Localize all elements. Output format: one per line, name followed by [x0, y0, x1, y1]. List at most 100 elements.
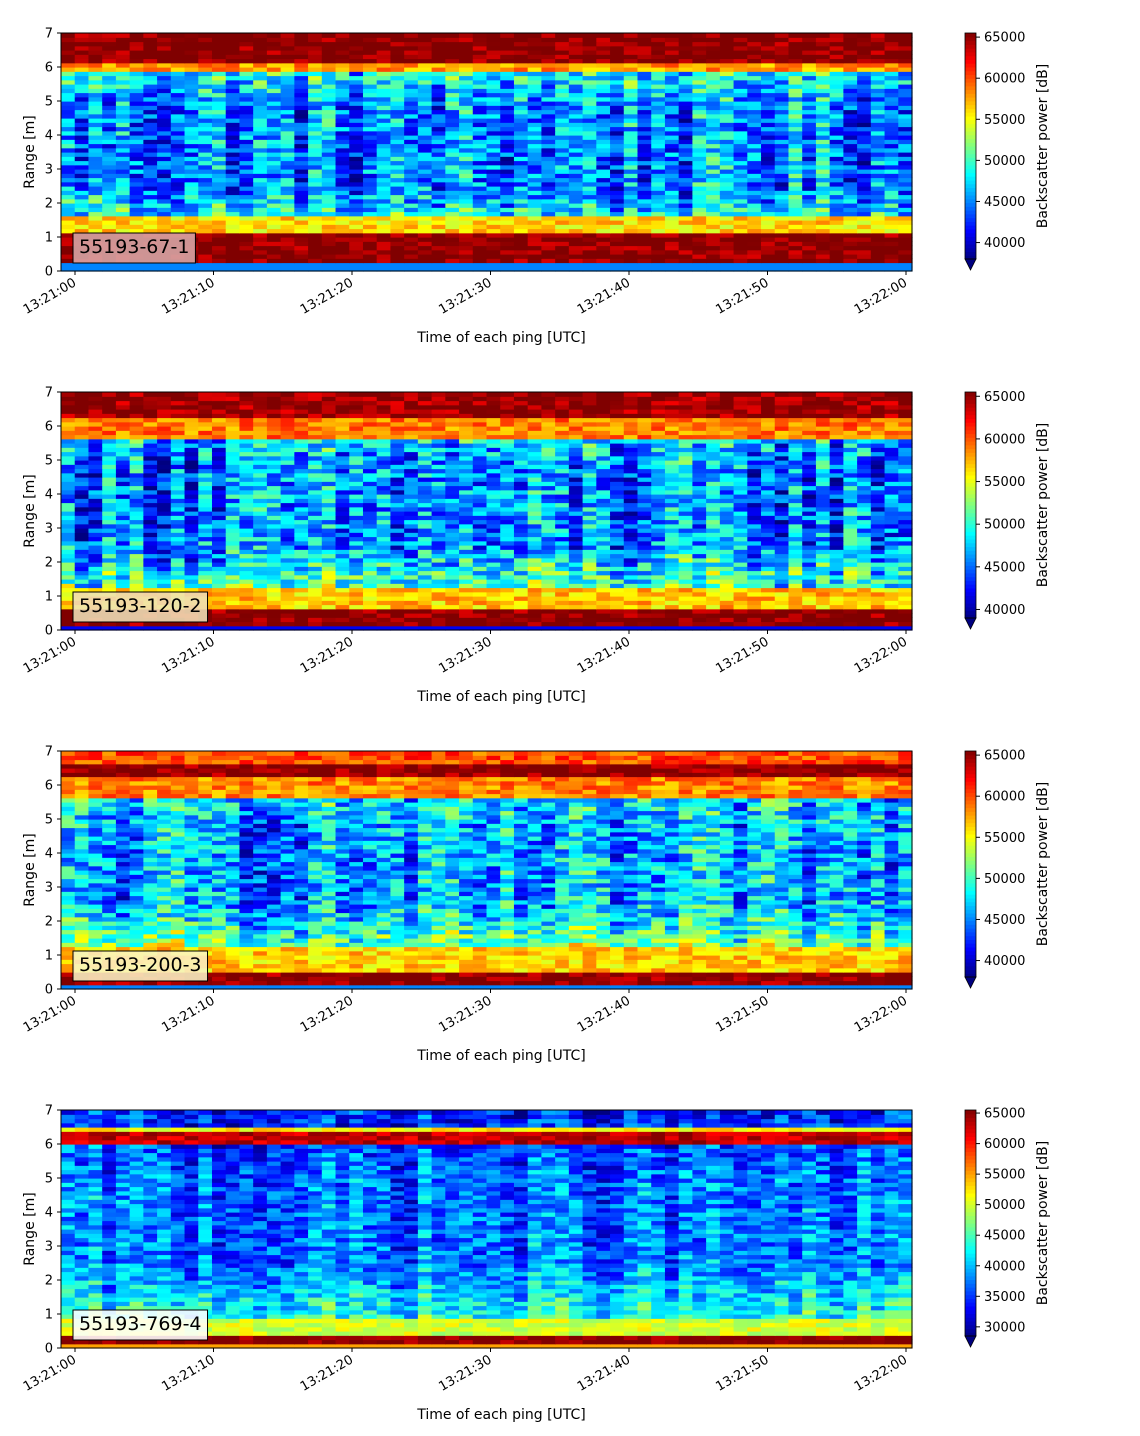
heatmap-cell: [568, 37, 584, 43]
heatmap-cell: [802, 604, 817, 610]
heatmap-cell: [774, 574, 790, 580]
heatmap-cell: [664, 625, 680, 631]
heatmap-cell: [266, 37, 282, 43]
heatmap-cell: [843, 579, 858, 584]
heatmap-cell: [815, 621, 831, 627]
heatmap-cell: [225, 135, 241, 140]
heatmap-cell: [664, 135, 680, 140]
heatmap-cell: [843, 608, 858, 614]
heatmap-cell: [857, 600, 872, 606]
heatmap-cell: [843, 540, 858, 546]
heatmap-cell: [678, 71, 693, 77]
heatmap-cell: [225, 241, 241, 247]
heatmap-cell: [74, 266, 90, 272]
heatmap-cell: [445, 194, 460, 200]
heatmap-cell: [459, 241, 474, 247]
heatmap-cell: [198, 207, 213, 213]
heatmap-cell: [500, 540, 515, 546]
heatmap-cell: [774, 130, 790, 136]
heatmap-cell: [802, 600, 817, 606]
heatmap-cell: [294, 258, 309, 264]
heatmap-cell: [733, 625, 748, 631]
heatmap-cell: [692, 62, 707, 68]
heatmap-cell: [678, 118, 693, 123]
heatmap-cell: [582, 67, 597, 72]
heatmap-cell: [266, 113, 282, 119]
heatmap-cell: [829, 156, 844, 162]
heatmap-cell: [157, 621, 172, 627]
heatmap-cell: [555, 139, 570, 145]
heatmap-cell: [294, 587, 309, 593]
colorbar-step: [965, 146, 976, 151]
heatmap-cell: [788, 54, 803, 60]
heatmap-cell: [527, 608, 543, 614]
heatmap-cell: [404, 262, 419, 268]
heatmap-cell: [431, 579, 446, 584]
heatmap-cell: [321, 540, 337, 546]
heatmap-cell: [390, 84, 405, 89]
heatmap-cell: [390, 258, 405, 264]
heatmap-cell: [184, 50, 199, 55]
heatmap-cell: [664, 130, 680, 136]
heatmap-cell: [472, 54, 488, 60]
heatmap-cell: [170, 566, 186, 572]
heatmap-cell: [486, 608, 501, 614]
heatmap-cell: [596, 143, 611, 149]
heatmap-cells: [61, 33, 913, 272]
heatmap-cell: [321, 96, 337, 102]
heatmap-cell: [253, 570, 268, 576]
heatmap-cell: [266, 617, 282, 623]
heatmap-cell: [733, 224, 748, 230]
heatmap-cell: [623, 258, 639, 264]
heatmap-cell: [157, 62, 172, 68]
heatmap-cell: [651, 105, 666, 111]
heatmap-cell: [486, 101, 501, 106]
heatmap-cell: [788, 540, 803, 546]
heatmap-cell: [253, 37, 268, 43]
heatmap-cell: [417, 579, 433, 584]
heatmap-cell: [253, 562, 268, 567]
heatmap-cell: [390, 126, 405, 132]
heatmap-cell: [788, 249, 803, 255]
heatmap-cell: [623, 41, 639, 47]
heatmap-cell: [74, 215, 90, 221]
heatmap-cell: [115, 579, 131, 584]
heatmap-cell: [294, 84, 309, 89]
heatmap-cell: [349, 194, 364, 200]
heatmap-cell: [527, 198, 543, 204]
heatmap-cell: [857, 101, 872, 106]
heatmap-cell: [610, 613, 625, 618]
heatmap-cell: [870, 109, 886, 115]
heatmap-cell: [788, 545, 803, 550]
heatmap-cell: [829, 625, 844, 631]
heatmap-cell: [239, 101, 254, 106]
heatmap-cell: [431, 152, 446, 157]
heatmap-cell: [719, 232, 735, 238]
heatmap-cell: [815, 186, 831, 191]
heatmap-cell: [321, 139, 337, 145]
heatmap-cell: [651, 50, 666, 55]
heatmap-cell: [335, 96, 350, 102]
heatmap-cell: [541, 211, 556, 217]
heatmap-cell: [527, 122, 543, 128]
heatmap-cell: [678, 41, 693, 47]
heatmap-cell: [308, 50, 323, 55]
heatmap-cell: [541, 130, 556, 136]
heatmap-cell: [610, 258, 625, 264]
heatmap-cell: [500, 156, 515, 162]
heatmap-cell: [376, 625, 392, 631]
heatmap-cell: [719, 545, 735, 550]
heatmap-cell: [719, 574, 735, 580]
heatmap-cell: [568, 75, 584, 81]
heatmap-cell: [253, 130, 268, 136]
heatmap-cell: [664, 88, 680, 94]
heatmap-cell: [596, 617, 611, 623]
heatmap-cell: [280, 211, 295, 217]
heatmap-cell: [129, 58, 144, 64]
heatmap-cell: [706, 211, 721, 217]
heatmap-cell: [568, 190, 584, 196]
heatmap-cell: [719, 105, 735, 111]
heatmap-cell: [678, 190, 693, 196]
heatmap-cell: [404, 604, 419, 610]
heatmap-cell: [239, 254, 254, 259]
